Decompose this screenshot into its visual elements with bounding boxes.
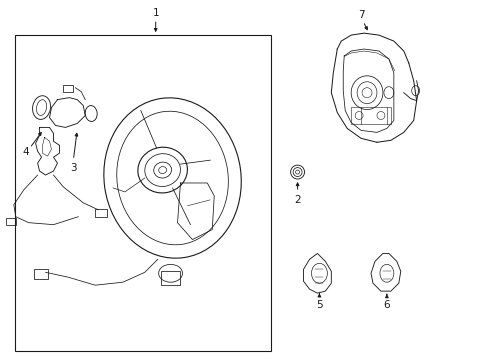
Text: 3: 3 [70, 163, 77, 173]
Text: 7: 7 [357, 10, 364, 20]
Bar [15, 35, 270, 351]
Bar [34, 269, 47, 279]
Bar [161, 271, 180, 285]
Bar [63, 85, 73, 92]
Bar [6, 218, 16, 225]
Bar [95, 209, 107, 217]
Text: 5: 5 [315, 300, 322, 310]
Text: 6: 6 [383, 300, 389, 310]
Text: 2: 2 [294, 195, 300, 205]
Text: 4: 4 [22, 147, 29, 157]
Text: 1: 1 [152, 8, 159, 18]
Bar [350, 107, 390, 125]
